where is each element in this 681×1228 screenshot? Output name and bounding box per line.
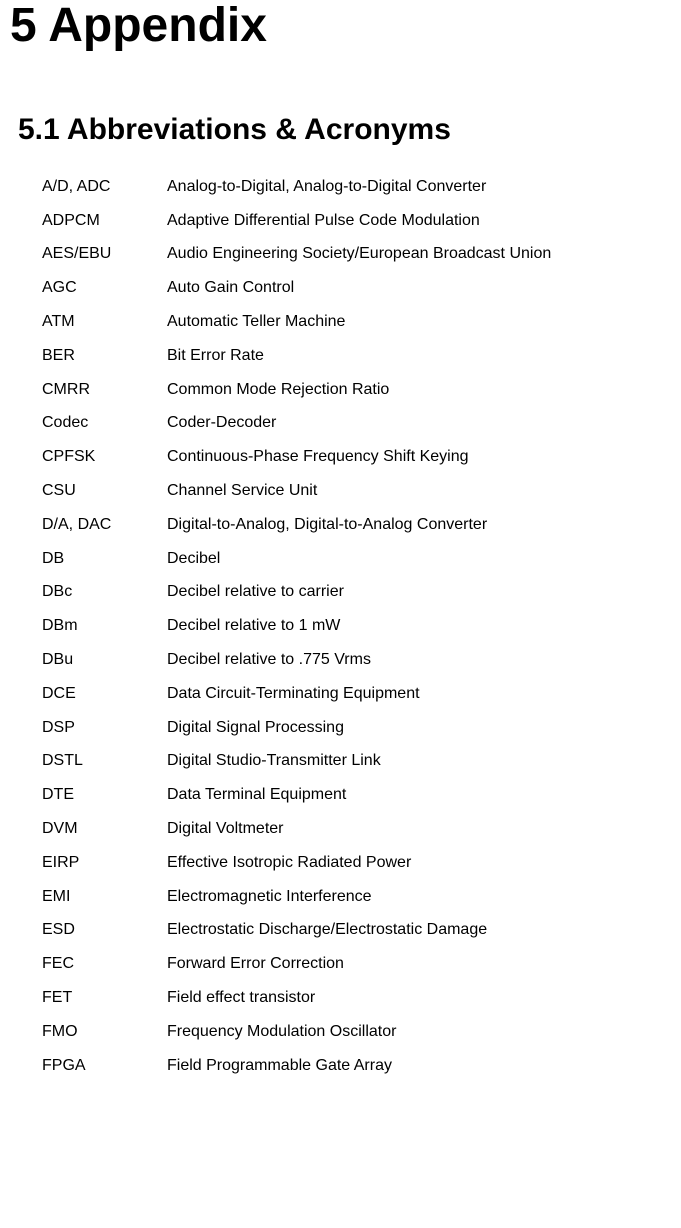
abbreviation-definition: Automatic Teller Machine	[167, 312, 671, 333]
abbreviation-definition: Decibel relative to carrier	[167, 582, 671, 603]
abbreviation-definition: Field Programmable Gate Array	[167, 1056, 671, 1077]
abbreviation-term: DSTL	[42, 751, 167, 772]
abbreviation-row: ATMAutomatic Teller Machine	[42, 312, 671, 333]
abbreviation-term: FET	[42, 988, 167, 1009]
abbreviation-term: ADPCM	[42, 211, 167, 232]
abbreviation-definition: Bit Error Rate	[167, 346, 671, 367]
abbreviation-definition: Decibel relative to .775 Vrms	[167, 650, 671, 671]
abbreviation-row: DSPDigital Signal Processing	[42, 718, 671, 739]
abbreviation-row: DBcDecibel relative to carrier	[42, 582, 671, 603]
abbreviation-definition: Electrostatic Discharge/Electrostatic Da…	[167, 920, 671, 941]
abbreviation-row: FPGAField Programmable Gate Array	[42, 1056, 671, 1077]
abbreviation-term: CPFSK	[42, 447, 167, 468]
abbreviation-term: ATM	[42, 312, 167, 333]
abbreviation-row: BERBit Error Rate	[42, 346, 671, 367]
abbreviation-definition: Decibel	[167, 549, 671, 570]
abbreviation-row: DBuDecibel relative to .775 Vrms	[42, 650, 671, 671]
abbreviation-row: DVMDigital Voltmeter	[42, 819, 671, 840]
abbreviation-row: CSUChannel Service Unit	[42, 481, 671, 502]
abbreviation-row: D/A, DACDigital-to-Analog, Digital-to-An…	[42, 515, 671, 536]
page: 5 Appendix 5.1 Abbreviations & Acronyms …	[0, 0, 681, 1109]
abbreviation-term: EMI	[42, 887, 167, 908]
abbreviation-term: DBc	[42, 582, 167, 603]
abbreviation-term: DCE	[42, 684, 167, 705]
section-heading: 5.1 Abbreviations & Acronyms	[18, 113, 671, 147]
abbreviation-row: DSTLDigital Studio-Transmitter Link	[42, 751, 671, 772]
abbreviation-definition: Decibel relative to 1 mW	[167, 616, 671, 637]
abbreviation-definition: Frequency Modulation Oscillator	[167, 1022, 671, 1043]
abbreviation-term: DB	[42, 549, 167, 570]
abbreviation-definition: Analog-to-Digital, Analog-to-Digital Con…	[167, 177, 671, 198]
abbreviation-term: DSP	[42, 718, 167, 739]
abbreviation-term: ESD	[42, 920, 167, 941]
abbreviation-term: AGC	[42, 278, 167, 299]
abbreviation-row: EIRPEffective Isotropic Radiated Power	[42, 853, 671, 874]
abbreviation-term: FMO	[42, 1022, 167, 1043]
abbreviation-list: A/D, ADCAnalog-to-Digital, Analog-to-Dig…	[42, 177, 671, 1077]
abbreviation-term: AES/EBU	[42, 244, 167, 265]
abbreviation-row: DBmDecibel relative to 1 mW	[42, 616, 671, 637]
abbreviation-term: DVM	[42, 819, 167, 840]
abbreviation-term: CMRR	[42, 380, 167, 401]
abbreviation-row: DCEData Circuit-Terminating Equipment	[42, 684, 671, 705]
abbreviation-definition: Digital Signal Processing	[167, 718, 671, 739]
abbreviation-row: FETField effect transistor	[42, 988, 671, 1009]
abbreviation-row: CPFSKContinuous-Phase Frequency Shift Ke…	[42, 447, 671, 468]
abbreviation-row: AGCAuto Gain Control	[42, 278, 671, 299]
abbreviation-row: EMIElectromagnetic Interference	[42, 887, 671, 908]
abbreviation-term: DBm	[42, 616, 167, 637]
abbreviation-definition: Data Circuit-Terminating Equipment	[167, 684, 671, 705]
abbreviation-definition: Continuous-Phase Frequency Shift Keying	[167, 447, 671, 468]
abbreviation-definition: Digital Studio-Transmitter Link	[167, 751, 671, 772]
abbreviation-definition: Digital Voltmeter	[167, 819, 671, 840]
abbreviation-definition: Digital-to-Analog, Digital-to-Analog Con…	[167, 515, 671, 536]
abbreviation-term: CSU	[42, 481, 167, 502]
abbreviation-row: A/D, ADCAnalog-to-Digital, Analog-to-Dig…	[42, 177, 671, 198]
abbreviation-row: FECForward Error Correction	[42, 954, 671, 975]
abbreviation-term: D/A, DAC	[42, 515, 167, 536]
abbreviation-definition: Field effect transistor	[167, 988, 671, 1009]
abbreviation-term: DBu	[42, 650, 167, 671]
abbreviation-row: AES/EBUAudio Engineering Society/Europea…	[42, 244, 671, 265]
abbreviation-term: FEC	[42, 954, 167, 975]
abbreviation-row: FMOFrequency Modulation Oscillator	[42, 1022, 671, 1043]
abbreviation-row: CodecCoder-Decoder	[42, 413, 671, 434]
abbreviation-row: DBDecibel	[42, 549, 671, 570]
abbreviation-definition: Electromagnetic Interference	[167, 887, 671, 908]
abbreviation-row: ESDElectrostatic Discharge/Electrostatic…	[42, 920, 671, 941]
abbreviation-term: Codec	[42, 413, 167, 434]
abbreviation-definition: Channel Service Unit	[167, 481, 671, 502]
abbreviation-definition: Audio Engineering Society/European Broad…	[167, 244, 671, 265]
abbreviation-definition: Data Terminal Equipment	[167, 785, 671, 806]
abbreviation-definition: Common Mode Rejection Ratio	[167, 380, 671, 401]
abbreviation-definition: Effective Isotropic Radiated Power	[167, 853, 671, 874]
abbreviation-row: CMRRCommon Mode Rejection Ratio	[42, 380, 671, 401]
abbreviation-term: EIRP	[42, 853, 167, 874]
abbreviation-row: DTEData Terminal Equipment	[42, 785, 671, 806]
abbreviation-definition: Forward Error Correction	[167, 954, 671, 975]
chapter-heading: 5 Appendix	[10, 0, 671, 53]
abbreviation-definition: Auto Gain Control	[167, 278, 671, 299]
abbreviation-term: FPGA	[42, 1056, 167, 1077]
abbreviation-term: A/D, ADC	[42, 177, 167, 198]
abbreviation-term: DTE	[42, 785, 167, 806]
abbreviation-definition: Coder-Decoder	[167, 413, 671, 434]
abbreviation-term: BER	[42, 346, 167, 367]
abbreviation-row: ADPCMAdaptive Differential Pulse Code Mo…	[42, 211, 671, 232]
abbreviation-definition: Adaptive Differential Pulse Code Modulat…	[167, 211, 671, 232]
